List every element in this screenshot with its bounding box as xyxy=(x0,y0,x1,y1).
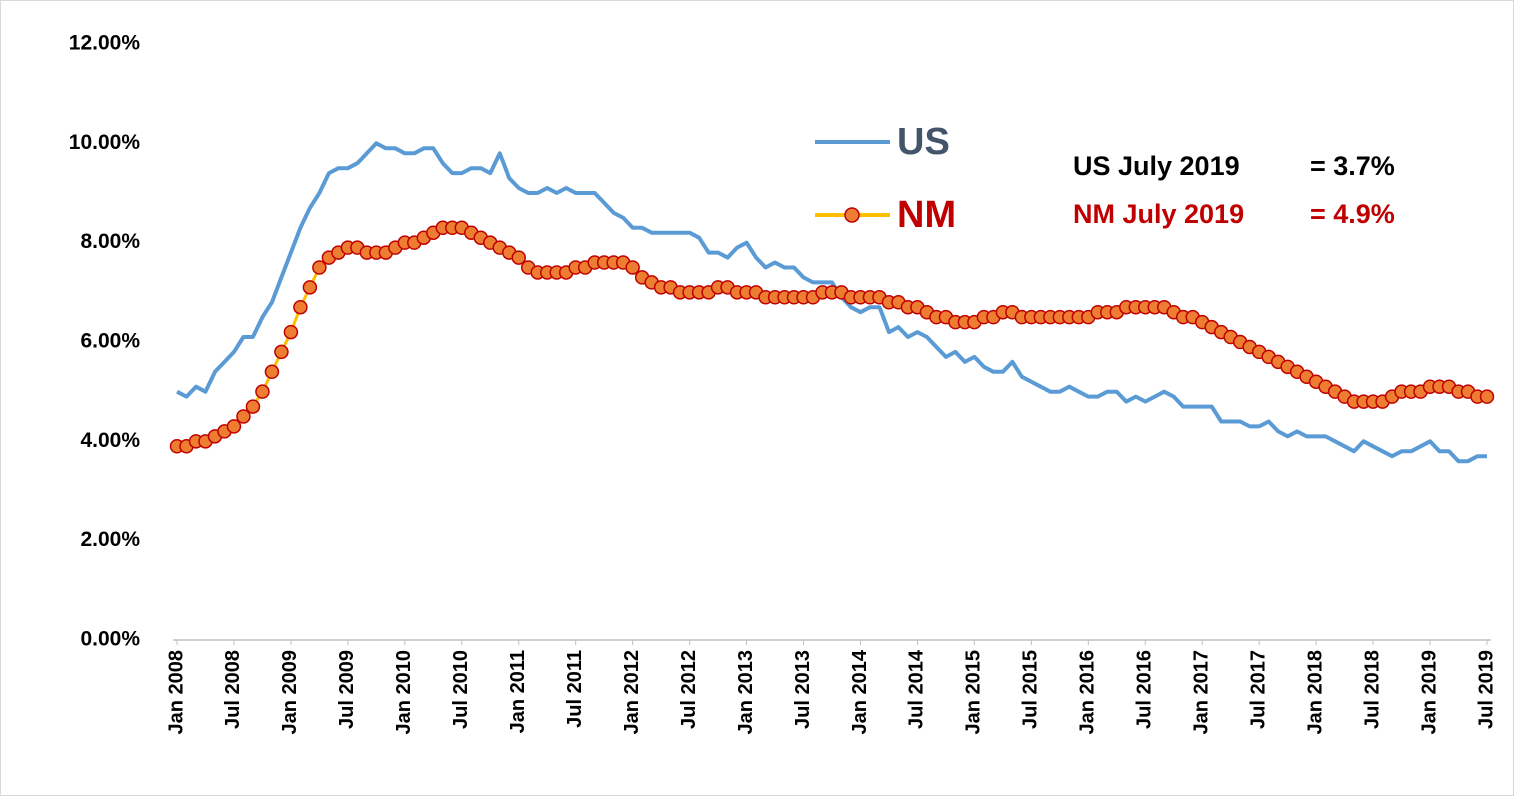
series-marker xyxy=(312,260,327,275)
x-tick-label: Jul 2011 xyxy=(564,650,586,728)
annotation-value: = 3.7% xyxy=(1310,151,1395,181)
x-tick-label: Jul 2015 xyxy=(1020,650,1042,729)
legend-marker xyxy=(844,207,860,223)
x-tick-label: Jan 2013 xyxy=(735,650,757,735)
x-tick-label: Jan 2011 xyxy=(507,650,529,733)
x-tick-label: Jul 2019 xyxy=(1475,650,1497,729)
series-marker xyxy=(255,384,270,399)
x-tick-label: Jul 2018 xyxy=(1361,650,1383,729)
x-tick-label: Jul 2014 xyxy=(906,649,928,729)
series-marker xyxy=(511,250,526,265)
annotation-label: US July 2019 xyxy=(1073,151,1240,181)
x-tick-label: Jan 2008 xyxy=(165,650,187,735)
y-tick-label: 0.00% xyxy=(80,628,140,651)
series-marker xyxy=(1479,389,1495,404)
x-tick-label: Jul 2010 xyxy=(450,650,472,729)
y-tick-label: 12.00% xyxy=(69,32,141,55)
x-tick-label: Jan 2017 xyxy=(1190,650,1212,735)
series-marker xyxy=(226,419,242,434)
x-tick-label: Jan 2018 xyxy=(1304,650,1326,735)
series-line xyxy=(176,141,1487,464)
x-tick-label: Jan 2015 xyxy=(963,650,985,735)
x-tick-label: Jan 2009 xyxy=(279,650,301,735)
series-marker xyxy=(293,299,308,315)
legend-label: US xyxy=(897,121,950,163)
series-marker xyxy=(264,364,280,380)
x-tick-label: Jan 2012 xyxy=(621,650,643,735)
y-tick-label: 2.00% xyxy=(80,528,140,551)
annotation-label: NM July 2019 xyxy=(1073,199,1244,229)
x-tick-label: Jul 2017 xyxy=(1247,650,1269,729)
legend-label: NM xyxy=(897,194,956,236)
x-tick-label: Jan 2019 xyxy=(1418,650,1440,735)
x-tick-label: Jan 2016 xyxy=(1077,650,1099,735)
y-tick-label: 4.00% xyxy=(80,429,140,452)
y-tick-label: 8.00% xyxy=(80,230,140,253)
x-tick-label: Jan 2010 xyxy=(393,650,415,735)
series-marker xyxy=(274,344,289,360)
series-marker xyxy=(302,280,318,295)
series-marker xyxy=(245,399,261,414)
y-tick-label: 10.00% xyxy=(69,131,141,154)
x-tick-label: Jul 2016 xyxy=(1134,650,1156,729)
x-tick-label: Jul 2012 xyxy=(678,650,700,729)
x-tick-label: Jan 2014 xyxy=(849,649,871,734)
x-tick-label: Jul 2013 xyxy=(792,650,814,729)
x-tick-label: Jul 2008 xyxy=(222,650,244,729)
series-marker xyxy=(625,260,640,275)
annotation-value: = 4.9% xyxy=(1310,199,1395,229)
y-tick-label: 6.00% xyxy=(80,330,140,353)
x-tick-label: Jul 2009 xyxy=(336,650,358,729)
series-marker xyxy=(236,409,251,424)
series-marker xyxy=(283,324,299,340)
